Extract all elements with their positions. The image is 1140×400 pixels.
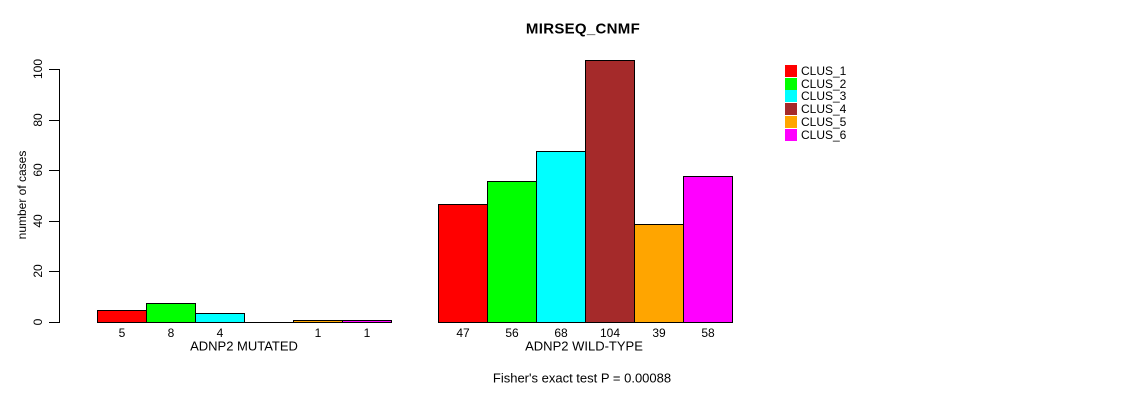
y-tick bbox=[49, 120, 59, 121]
bar-value-label: 1 bbox=[314, 326, 322, 340]
y-tick bbox=[49, 322, 59, 323]
legend-swatch-icon bbox=[785, 78, 797, 90]
y-axis-line bbox=[59, 69, 60, 323]
y-tick-label: 60 bbox=[31, 163, 45, 177]
bar-value-label: 4 bbox=[216, 326, 224, 340]
bar bbox=[195, 313, 245, 323]
legend-label: CLUS_4 bbox=[801, 102, 847, 116]
legend-row: CLUS_6 bbox=[785, 129, 846, 141]
y-tick-label: 80 bbox=[31, 113, 45, 127]
bar-value-label: 1 bbox=[363, 326, 371, 340]
chart-title: MIRSEQ_CNMF bbox=[525, 20, 641, 38]
bar bbox=[342, 320, 392, 323]
bar-value-label: 68 bbox=[554, 326, 568, 340]
legend-swatch-icon bbox=[785, 103, 797, 115]
y-tick-label: 0 bbox=[31, 318, 45, 326]
legend-label: CLUS_1 bbox=[801, 64, 847, 78]
legend-label: CLUS_2 bbox=[801, 77, 847, 91]
bar-value-label: 8 bbox=[167, 326, 175, 340]
legend-row: CLUS_1 bbox=[785, 65, 846, 77]
y-axis-label: number of cases bbox=[15, 150, 29, 240]
bar bbox=[97, 310, 147, 323]
bar-value-label: 104 bbox=[599, 326, 621, 340]
x-group-label-mutated: ADNP2 MUTATED bbox=[190, 338, 298, 354]
y-tick bbox=[49, 69, 59, 70]
bar bbox=[683, 176, 733, 323]
legend-swatch-icon bbox=[785, 65, 797, 77]
legend-swatch-icon bbox=[785, 90, 797, 102]
legend-row: CLUS_3 bbox=[785, 90, 846, 102]
legend-row: CLUS_5 bbox=[785, 116, 846, 128]
y-tick-label: 20 bbox=[31, 264, 45, 278]
legend-row: CLUS_2 bbox=[785, 78, 846, 90]
bar-value-label: 47 bbox=[456, 326, 470, 340]
bar bbox=[487, 181, 537, 323]
y-tick bbox=[49, 221, 59, 222]
y-tick-label: 100 bbox=[31, 58, 45, 80]
bar-value-label: 39 bbox=[652, 326, 666, 340]
y-tick-label: 40 bbox=[31, 214, 45, 228]
bar-value-label: 56 bbox=[505, 326, 519, 340]
bar bbox=[634, 224, 684, 323]
x-group-label-wild-type: ADNP2 WILD-TYPE bbox=[525, 338, 643, 354]
bar-value-label: 5 bbox=[118, 326, 126, 340]
bar bbox=[438, 204, 488, 323]
bar bbox=[536, 151, 586, 323]
bar bbox=[585, 60, 635, 323]
legend-label: CLUS_6 bbox=[801, 128, 847, 142]
legend-label: CLUS_5 bbox=[801, 115, 847, 129]
legend-swatch-icon bbox=[785, 129, 797, 141]
legend-row: CLUS_4 bbox=[785, 103, 846, 115]
legend-label: CLUS_3 bbox=[801, 89, 847, 103]
fisher-test-annotation: Fisher's exact test P = 0.00088 bbox=[492, 370, 672, 386]
bar bbox=[146, 303, 196, 323]
bar bbox=[293, 320, 343, 323]
y-tick bbox=[49, 271, 59, 272]
bar-value-label: 58 bbox=[701, 326, 715, 340]
legend-swatch-icon bbox=[785, 116, 797, 128]
y-tick bbox=[49, 170, 59, 171]
legend: CLUS_1 CLUS_2 CLUS_3 CLUS_4 CLUS_5 CLUS_6 bbox=[785, 65, 905, 155]
